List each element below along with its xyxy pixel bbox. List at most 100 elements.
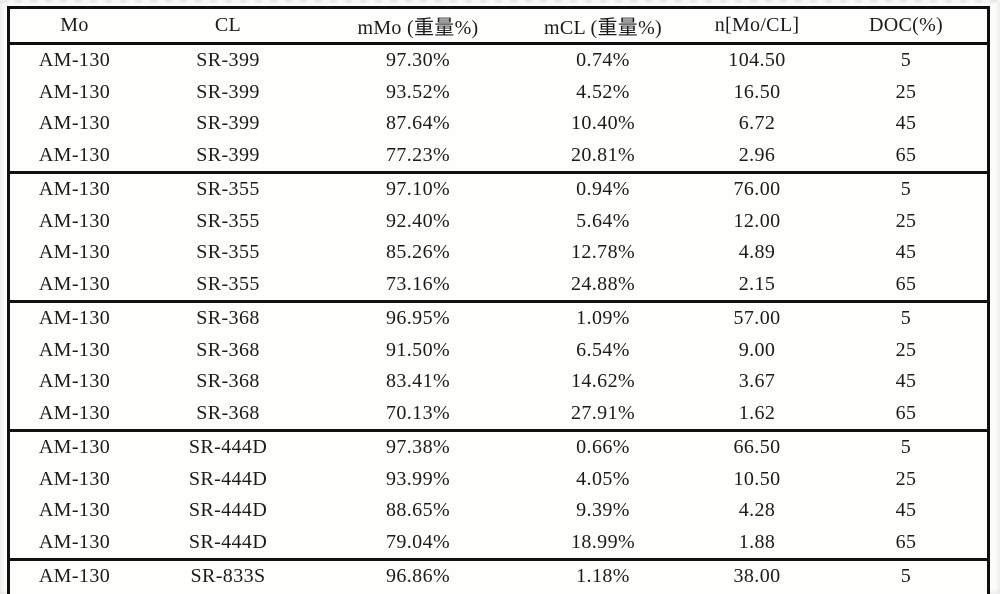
- table-cell: 25: [895, 467, 917, 490]
- table-cell: 45: [895, 241, 917, 264]
- table-cell: 5: [900, 178, 912, 201]
- table-cell: AM-130: [38, 499, 111, 522]
- table-cell: SR-355: [196, 241, 260, 264]
- table-cell: 9.39%: [576, 499, 630, 522]
- table-cell: 65: [895, 401, 917, 424]
- table-cell: AM-130: [38, 209, 111, 232]
- table-cell: AM-130: [38, 49, 111, 72]
- table-cell: 27.91%: [570, 401, 636, 424]
- table-group: AM-130 SR-355 97.10% 0.94% 76.00 5 AM-130 SR-35…: [10, 171, 987, 300]
- table-cell: AM-130: [38, 143, 111, 166]
- table-cell: 10.50: [733, 467, 781, 490]
- table-row: AM-130 SR-355 92.40% 5.64% 12.00 25: [10, 206, 987, 238]
- table-cell: SR-368: [196, 307, 260, 330]
- table-cell: AM-130: [38, 530, 111, 553]
- table-cell: 97.38%: [385, 436, 451, 459]
- table-cell: 45: [895, 370, 917, 393]
- table-cell: 92.40%: [385, 209, 451, 232]
- table-cell: SR-368: [196, 401, 260, 424]
- table-cell: AM-130: [38, 272, 111, 295]
- table-cell: AM-130: [38, 112, 111, 135]
- table-cell: 5: [900, 49, 912, 72]
- table-cell: 45: [895, 112, 917, 135]
- table-header-row: Mo CL mMo (重量%) mCL (重量%) n[Mo/CL] DOC(%): [10, 9, 987, 45]
- table-cell: 3.67: [738, 370, 776, 393]
- table-row: AM-130 SR-368 70.13% 27.91% 1.62 65: [10, 398, 987, 430]
- table-cell: 93.99%: [385, 467, 451, 490]
- table-cell: 45: [895, 499, 917, 522]
- table-row: AM-130 SR-355 97.10% 0.94% 76.00 5: [10, 174, 987, 206]
- table-cell: 4.28: [738, 499, 776, 522]
- table-row: AM-130 SR-399 87.64% 10.40% 6.72 45: [10, 108, 987, 140]
- table-cell: 5: [900, 565, 912, 588]
- column-header: mCL (重量%): [543, 17, 663, 39]
- table-group: AM-130 SR-368 96.95% 1.09% 57.00 5 AM-130 SR-36…: [10, 300, 987, 429]
- table-cell: 0.94%: [576, 178, 630, 201]
- table-cell: AM-130: [38, 565, 111, 588]
- table-cell: 1.18%: [576, 565, 630, 588]
- table-cell: 97.10%: [385, 178, 451, 201]
- scan-noise-edge: [0, 0, 1000, 3]
- table-cell: 6.72: [738, 112, 776, 135]
- table-cell: 96.95%: [385, 307, 451, 330]
- table-cell: AM-130: [38, 307, 111, 330]
- table-row: AM-130 SR-368 96.95% 1.09% 57.00 5: [10, 303, 987, 335]
- column-header: n[Mo/CL]: [714, 14, 800, 36]
- table-cell: 6.54%: [576, 338, 630, 361]
- table-cell: 96.86%: [385, 565, 451, 588]
- table-cell: 20.81%: [570, 143, 636, 166]
- table-cell: AM-130: [38, 241, 111, 264]
- table-cell: 91.50%: [385, 338, 451, 361]
- table-cell: 25: [895, 338, 917, 361]
- table-cell: 4.05%: [576, 467, 630, 490]
- table-row: AM-130 SR-444D 88.65% 9.39% 4.28 45: [10, 495, 987, 527]
- table-cell: SR-833S: [190, 565, 266, 588]
- table-cell: 85.26%: [385, 241, 451, 264]
- table-cell: 14.62%: [570, 370, 636, 393]
- table-cell: SR-355: [196, 272, 260, 295]
- table-cell: 77.23%: [385, 143, 451, 166]
- table-cell: 66.50: [733, 436, 781, 459]
- table-cell: 83.41%: [385, 370, 451, 393]
- table-group: AM-130 SR-444D 97.38% 0.66% 66.50 5 AM-130 SR-4…: [10, 429, 987, 558]
- table-cell: 87.64%: [385, 112, 451, 135]
- table-cell: 104.50: [728, 49, 786, 72]
- table-cell: 70.13%: [385, 401, 451, 424]
- table-cell: SR-368: [196, 338, 260, 361]
- table-cell: AM-130: [38, 370, 111, 393]
- column-header: DOC(%): [868, 14, 943, 36]
- table-group: AM-130 SR-399 97.30% 0.74% 104.50 5 AM-130 SR-3…: [10, 45, 987, 171]
- table-body: AM-130 SR-399 97.30% 0.74% 104.50 5 AM-130 SR-3…: [10, 45, 987, 593]
- table-cell: SR-355: [196, 209, 260, 232]
- table-cell: SR-444D: [188, 467, 268, 490]
- table-cell: 65: [895, 530, 917, 553]
- table-cell: 93.52%: [385, 80, 451, 103]
- table-cell: 88.65%: [385, 499, 451, 522]
- table-cell: 5: [900, 436, 912, 459]
- table-row: AM-130 SR-399 93.52% 4.52% 16.50 25: [10, 77, 987, 109]
- table-row: AM-130 SR-355 73.16% 24.88% 2.15 65: [10, 269, 987, 301]
- table-cell: 65: [895, 143, 917, 166]
- table-cell: AM-130: [38, 436, 111, 459]
- column-header: mMo (重量%): [357, 17, 479, 39]
- column-header: CL: [214, 14, 242, 36]
- table-cell: AM-130: [38, 401, 111, 424]
- table-cell: 76.00: [733, 178, 781, 201]
- table-cell: 18.99%: [570, 530, 636, 553]
- table-cell: AM-130: [38, 338, 111, 361]
- table-cell: AM-130: [38, 467, 111, 490]
- table-cell: SR-368: [196, 370, 260, 393]
- table-cell: SR-355: [196, 178, 260, 201]
- table-row: AM-130 SR-368 91.50% 6.54% 9.00 25: [10, 335, 987, 367]
- table-cell: SR-399: [196, 112, 260, 135]
- table-row: AM-130 SR-444D 79.04% 18.99% 1.88 65: [10, 527, 987, 559]
- table-cell: 65: [895, 272, 917, 295]
- table-row: AM-130 SR-833S 96.86% 1.18% 38.00 5: [10, 561, 987, 593]
- table-cell: 1.09%: [576, 307, 630, 330]
- table-cell: SR-444D: [188, 499, 268, 522]
- table-cell: 1.62: [738, 401, 776, 424]
- table-cell: 1.88: [738, 530, 776, 553]
- table-cell: 2.96: [738, 143, 776, 166]
- table-row: AM-130 SR-355 85.26% 12.78% 4.89 45: [10, 237, 987, 269]
- table-cell: SR-399: [196, 80, 260, 103]
